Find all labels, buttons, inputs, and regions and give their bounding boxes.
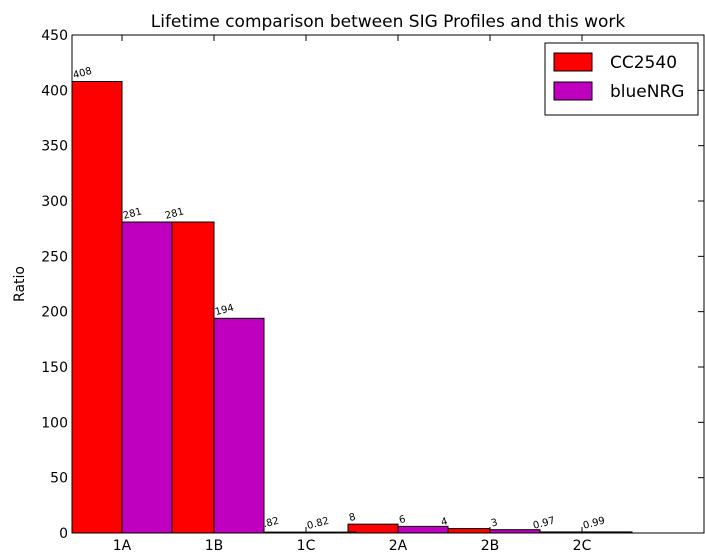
bar — [213, 317, 265, 534]
value-label: 281 — [122, 206, 143, 222]
bar — [397, 525, 449, 534]
y-axis-label: Ratio — [12, 266, 28, 302]
legend-swatch — [553, 81, 593, 101]
y-tick-label: 200 — [41, 305, 68, 321]
y-tick-label: 350 — [41, 139, 68, 155]
value-label: 281 — [164, 206, 185, 222]
legend-label: CC2540 — [610, 53, 677, 73]
y-tick-label: 50 — [50, 471, 68, 487]
x-tick-label: 1B — [205, 538, 224, 552]
y-tick-label: 100 — [41, 415, 68, 431]
x-tick-label: 1C — [297, 538, 316, 552]
x-tick-label: 2B — [481, 538, 500, 552]
chart-title: Lifetime comparison between SIG Profiles… — [151, 12, 626, 32]
x-tick-label: 2A — [389, 538, 408, 552]
y-tick-label: 300 — [41, 194, 68, 210]
plot-frame — [71, 34, 705, 534]
value-label: 194 — [214, 303, 235, 319]
value-label: 8 — [348, 512, 357, 524]
legend-swatch — [553, 52, 593, 72]
y-tick-label: 400 — [41, 83, 68, 99]
value-label: 6 — [398, 514, 407, 526]
y-tick-label: 0 — [59, 526, 68, 542]
value-label: 3 — [490, 517, 499, 529]
y-tick-label: 150 — [41, 360, 68, 376]
x-tick-label: 1A — [113, 538, 132, 552]
bar — [121, 221, 173, 534]
bar — [71, 80, 123, 534]
value-label: 4 — [440, 516, 449, 528]
x-tick-label: 2C — [573, 538, 592, 552]
y-tick-label: 250 — [41, 249, 68, 265]
y-tick-label: 450 — [41, 28, 68, 44]
legend-label: blueNRG — [610, 82, 684, 102]
value-label: 408 — [72, 66, 93, 82]
